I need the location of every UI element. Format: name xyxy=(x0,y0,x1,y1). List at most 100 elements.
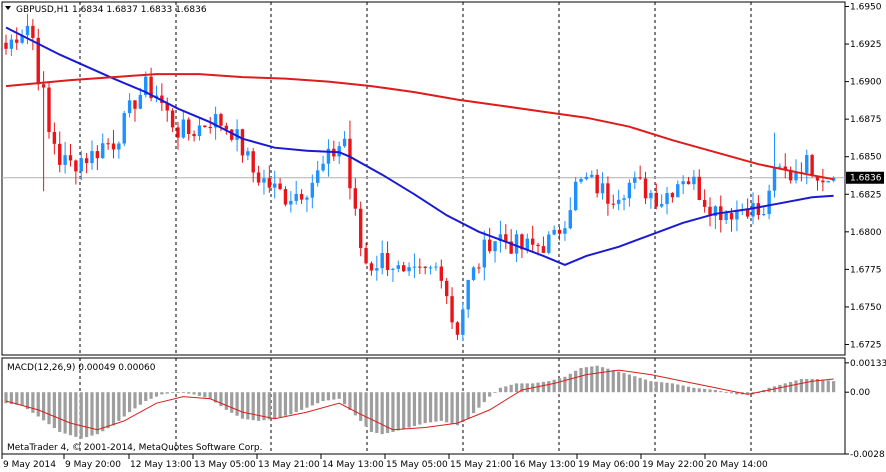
time-tick-label: 13 May 21:00 xyxy=(258,460,320,470)
macd-bar xyxy=(439,392,443,421)
macd-bar xyxy=(197,392,202,396)
macd-bar xyxy=(106,392,110,429)
macd-bar xyxy=(471,392,476,414)
price-tag-background xyxy=(846,171,884,184)
candle-body xyxy=(444,280,449,297)
macd-bar xyxy=(138,392,142,405)
macd-bar xyxy=(697,388,701,393)
macd-bar xyxy=(703,388,707,393)
candle-body xyxy=(595,174,599,194)
price-axis: 1.6950 1.6925 1.6900 1.6875 1.6850 1.6825 1.68… xyxy=(845,3,882,350)
macd-bar xyxy=(262,392,266,421)
candle-body xyxy=(461,309,465,335)
candle-body xyxy=(63,155,67,165)
candle-body xyxy=(702,200,707,207)
candle-body xyxy=(267,178,272,188)
candle-body xyxy=(47,87,51,133)
candle-body xyxy=(380,253,384,269)
candle-body xyxy=(509,241,513,254)
candle-body xyxy=(762,214,766,216)
candle-body xyxy=(708,206,712,217)
candle-body xyxy=(831,177,836,181)
macd-bar xyxy=(520,383,524,393)
candle-body xyxy=(127,100,132,114)
macd-bar xyxy=(332,392,336,400)
price-tick-label: 1.6950 xyxy=(850,3,882,13)
macd-bar xyxy=(563,376,567,393)
macd-bar xyxy=(482,392,486,403)
candle-body xyxy=(423,266,427,268)
macd-bar xyxy=(541,381,546,393)
macd-histogram xyxy=(4,365,836,439)
candle-body xyxy=(9,39,14,49)
macd-bar xyxy=(498,387,503,393)
macd-bar xyxy=(117,392,121,421)
candle-body xyxy=(686,181,691,185)
macd-bar xyxy=(235,392,239,416)
macd-bar xyxy=(4,392,8,404)
candle-body xyxy=(536,244,540,247)
candle-body xyxy=(101,143,105,159)
candle-body xyxy=(788,169,793,181)
macd-bar xyxy=(649,381,653,393)
macd-bar xyxy=(638,377,642,393)
macd-bar xyxy=(15,392,19,405)
price-tick-label: 1.6875 xyxy=(850,115,882,125)
candle-body xyxy=(133,100,137,109)
macd-bar xyxy=(316,392,320,404)
macd-bar xyxy=(36,392,40,417)
candle-body xyxy=(455,322,460,335)
macd-signal-line xyxy=(5,369,834,431)
candle-body xyxy=(520,234,524,250)
candle-body xyxy=(477,267,481,269)
candle-body xyxy=(187,119,191,134)
symbol-header: GBPUSD,H1 1.6834 1.6837 1.6833 1.6836 xyxy=(5,5,207,15)
candle-body xyxy=(681,181,685,185)
candle-body xyxy=(616,199,621,204)
macd-bar xyxy=(606,368,610,393)
candle-body xyxy=(348,138,352,189)
macd-bar xyxy=(219,392,223,407)
macd-bar xyxy=(299,392,304,410)
macd-bar xyxy=(171,392,175,394)
macd-bar xyxy=(47,392,51,425)
macd-bar xyxy=(729,392,734,394)
candle-body xyxy=(401,265,406,272)
price-tick-label: 1.6750 xyxy=(850,303,882,313)
main-chart-panel[interactable]: 1.6950 1.6925 1.6900 1.6875 1.6850 1.6825 1.68… xyxy=(1,1,884,356)
macd-bar xyxy=(810,378,814,393)
macd-bar xyxy=(380,392,384,435)
main-panel-frame xyxy=(1,1,846,356)
symbol-info: GBPUSD,H1 1.6834 1.6837 1.6833 1.6836 xyxy=(16,5,207,15)
macd-tick-label: 0.00133 xyxy=(850,359,886,369)
candle-body xyxy=(246,151,250,156)
macd-bar xyxy=(633,376,637,393)
macd-bar xyxy=(68,392,73,436)
candle-body xyxy=(745,209,750,217)
macd-bar xyxy=(735,392,739,395)
candle-body xyxy=(52,132,57,144)
candle-body xyxy=(15,39,19,43)
candle-body xyxy=(41,84,46,88)
time-tick-label: 15 May 05:00 xyxy=(386,460,448,470)
candle-body xyxy=(170,110,175,128)
price-tick-label: 1.6725 xyxy=(850,340,882,350)
macd-panel[interactable]: 0.00133 0.00 -0.0028 MACD(12,26,9) 0.00049… xyxy=(1,357,886,460)
candle-body xyxy=(412,266,417,268)
candle-body xyxy=(600,183,605,194)
price-tag-label: 1.6836 xyxy=(850,174,882,184)
macd-bar xyxy=(418,392,422,425)
candle-body xyxy=(235,129,239,140)
moving-average-fast-line xyxy=(5,26,834,266)
macd-bar xyxy=(402,392,406,429)
candle-body xyxy=(676,184,680,198)
candle-body xyxy=(316,170,320,183)
candle-body xyxy=(756,203,761,215)
candle-body xyxy=(815,175,820,181)
macd-bar xyxy=(665,382,669,393)
candle-body xyxy=(224,125,229,130)
macd-bar xyxy=(128,392,132,413)
candle-body xyxy=(821,180,825,183)
